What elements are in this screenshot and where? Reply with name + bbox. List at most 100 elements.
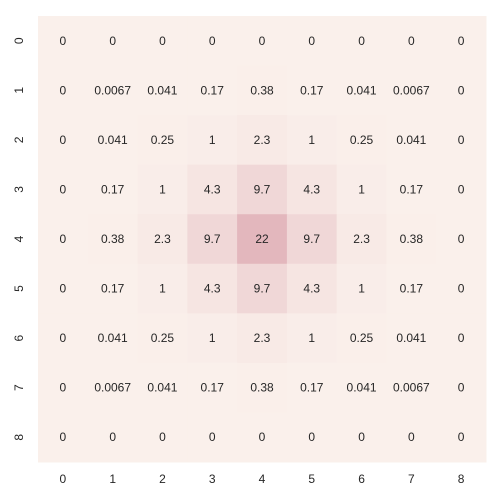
cell-value-label-r0-c6: 0: [358, 34, 365, 48]
cell-value-label-r0-c4: 0: [259, 34, 266, 48]
cell-value-label-r5-c8: 0: [458, 282, 465, 296]
y-tick-label-5: 5: [12, 285, 26, 292]
heatmap-cell-r3-c7: [386, 164, 437, 215]
heatmap-cell-r4-c2: [137, 214, 188, 265]
heatmap-cell-r2-c0: [38, 115, 89, 166]
cell-value-label-r3-c1: 0.17: [101, 182, 125, 196]
cell-value-label-r7-c1: 0.0067: [94, 381, 131, 395]
cell-value-label-r3-c0: 0: [60, 182, 67, 196]
cell-value-label-r3-c7: 0.17: [400, 182, 424, 196]
heatmap-cell-r7-c6: [336, 362, 387, 413]
heatmap-cell-r0-c4: [237, 16, 288, 67]
cell-value-label-r1-c7: 0.0067: [393, 83, 430, 97]
cell-value-label-r2-c1: 0.041: [98, 133, 128, 147]
heatmap-cell-r3-c5: [286, 164, 338, 215]
cell-value-label-r3-c8: 0: [458, 182, 465, 196]
cell-value-label-r5-c6: 1: [358, 282, 365, 296]
cell-value-label-r1-c5: 0.17: [300, 83, 324, 97]
heatmap-cell-r0-c3: [187, 16, 238, 67]
x-tick-label-8: 8: [458, 472, 465, 486]
heatmap-annotations: 0 0 0 0 0 0 0 0 0 0 0.0067 0.041 0.17 0.38 0.17 0.041 0.…: [60, 34, 465, 444]
cell-value-label-r1-c3: 0.17: [201, 83, 225, 97]
cell-value-label-r2-c4: 2.3: [254, 133, 271, 147]
heatmap-cell-r6-c7: [386, 313, 437, 364]
heatmap-cell-r4-c6: [336, 214, 387, 265]
cell-value-label-r6-c3: 1: [209, 331, 216, 345]
heatmap-cell-r2-c4: [237, 115, 288, 166]
cell-value-label-r6-c8: 0: [458, 331, 465, 345]
heatmap-cell-r4-c1: [87, 214, 139, 265]
heatmap-cell-r7-c3: [187, 362, 238, 413]
heatmap-cell-r3-c4: [237, 164, 288, 215]
heatmap-cell-r6-c8: [436, 313, 487, 364]
cell-value-label-r8-c0: 0: [60, 430, 67, 444]
cell-value-label-r2-c7: 0.041: [396, 133, 426, 147]
cell-value-label-r7-c4: 0.38: [250, 381, 274, 395]
cell-value-label-r0-c1: 0: [109, 34, 116, 48]
x-tick-label-5: 5: [308, 472, 315, 486]
cell-value-label-r3-c6: 1: [358, 182, 365, 196]
cell-value-label-r1-c2: 0.041: [147, 83, 177, 97]
x-tick-label-3: 3: [209, 472, 216, 486]
cell-value-label-r2-c6: 0.25: [350, 133, 374, 147]
cell-value-label-r4-c4: 22: [255, 232, 269, 246]
heatmap-cell-r1-c7: [386, 65, 437, 116]
heatmap-cell-r7-c8: [436, 362, 487, 413]
heatmap-cell-r3-c0: [38, 164, 89, 215]
heatmap-cell-r8-c6: [336, 412, 387, 463]
heatmap-cell-r8-c8: [436, 412, 487, 463]
heatmap-cell-r8-c5: [286, 412, 338, 463]
cell-value-label-r4-c1: 0.38: [101, 232, 125, 246]
heatmap-cell-r6-c2: [137, 313, 188, 364]
cell-value-label-r3-c3: 4.3: [204, 182, 221, 196]
heatmap-cell-r2-c7: [386, 115, 437, 166]
heatmap-cell-r6-c5: [286, 313, 338, 364]
cell-value-label-r0-c5: 0: [308, 34, 315, 48]
x-tick-label-4: 4: [259, 472, 266, 486]
cell-value-label-r4-c3: 9.7: [204, 232, 221, 246]
heatmap-cell-r5-c7: [386, 263, 437, 314]
cell-value-label-r8-c6: 0: [358, 430, 365, 444]
cell-value-label-r2-c8: 0: [458, 133, 465, 147]
cell-value-label-r1-c0: 0: [60, 83, 67, 97]
cell-value-label-r4-c5: 9.7: [303, 232, 320, 246]
cell-value-label-r2-c2: 0.25: [151, 133, 175, 147]
heatmap-cell-r6-c4: [237, 313, 288, 364]
heatmap-cell-r1-c0: [38, 65, 89, 116]
heatmap-cell-r7-c1: [87, 362, 139, 413]
cell-value-label-r8-c2: 0: [159, 430, 166, 444]
heatmap-cell-r8-c0: [38, 412, 89, 463]
heatmap-cell-r2-c8: [436, 115, 487, 166]
cell-value-label-r8-c1: 0: [109, 430, 116, 444]
heatmap-cell-r2-c3: [187, 115, 238, 166]
heatmap-cell-r3-c6: [336, 164, 387, 215]
heatmap-cell-r4-c5: [286, 214, 338, 265]
heatmap-cell-r7-c5: [286, 362, 338, 413]
cell-value-label-r2-c3: 1: [209, 133, 216, 147]
cell-value-label-r6-c7: 0.041: [396, 331, 426, 345]
heatmap-cell-r7-c2: [137, 362, 188, 413]
heatmap-cell-r2-c5: [286, 115, 338, 166]
cell-value-label-r4-c8: 0: [458, 232, 465, 246]
heatmap-cell-r6-c6: [336, 313, 387, 364]
heatmap-cell-r6-c3: [187, 313, 238, 364]
heatmap-cell-r4-c7: [386, 214, 437, 265]
cell-value-label-r0-c0: 0: [60, 34, 67, 48]
heatmap-cell-r4-c8: [436, 214, 487, 265]
x-axis-ticks: 0 1 2 3 4 5 6 7 8: [60, 472, 465, 486]
cell-value-label-r7-c5: 0.17: [300, 381, 324, 395]
cell-value-label-r0-c3: 0: [209, 34, 216, 48]
heatmap-cell-r5-c0: [38, 263, 89, 314]
heatmap-cell-r4-c3: [187, 214, 238, 265]
cell-value-label-r7-c2: 0.041: [147, 381, 177, 395]
heatmap-cell-r4-c4: [237, 214, 288, 265]
cell-value-label-r1-c1: 0.0067: [94, 83, 131, 97]
cell-value-label-r6-c6: 0.25: [350, 331, 374, 345]
cell-value-label-r8-c3: 0: [209, 430, 216, 444]
heatmap-cell-r0-c1: [87, 16, 139, 67]
cell-value-label-r2-c0: 0: [60, 133, 67, 147]
heatmap-cell-r7-c0: [38, 362, 89, 413]
heatmap-cell-r0-c5: [286, 16, 338, 67]
